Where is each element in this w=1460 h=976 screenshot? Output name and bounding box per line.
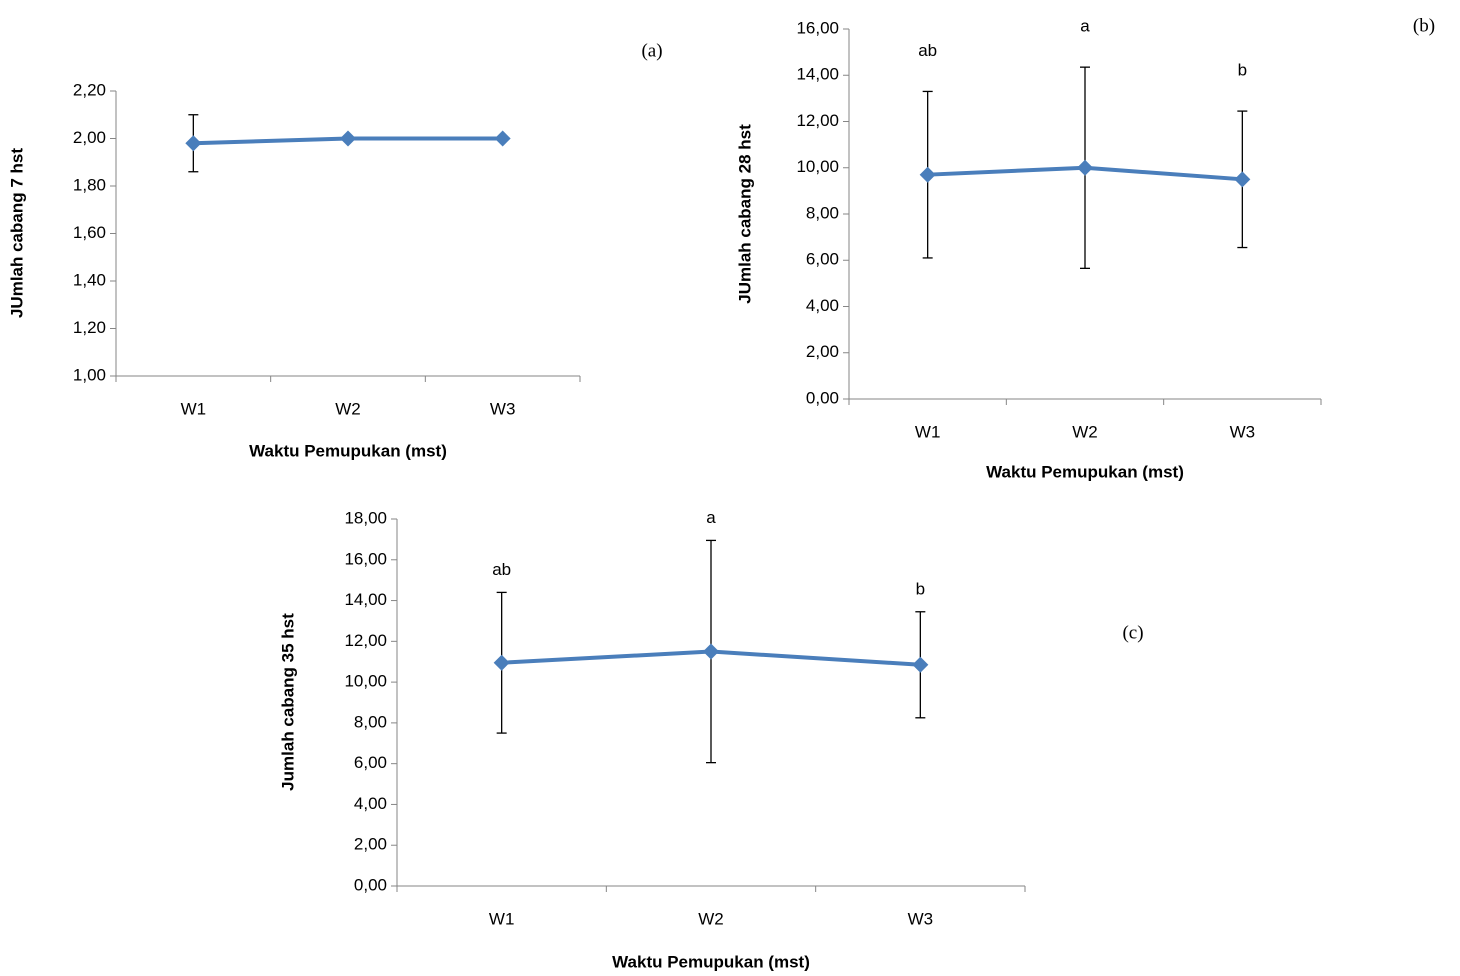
- y-tick-label: 14,00: [344, 590, 387, 609]
- y-tick-label: 2,20: [73, 80, 106, 99]
- marker: [494, 655, 510, 671]
- y-tick-label: 4,00: [806, 296, 839, 315]
- panel-label: (a): [641, 40, 662, 61]
- y-axis-title: Jumlah cabang 35 hst: [278, 613, 297, 791]
- y-tick-label: 6,00: [354, 753, 387, 772]
- x-tick-label: W1: [181, 399, 207, 418]
- y-tick-label: 1,80: [73, 175, 106, 194]
- x-tick-label: W1: [915, 422, 941, 441]
- y-tick-label: 12,00: [344, 631, 387, 650]
- y-tick-label: 6,00: [806, 250, 839, 269]
- y-tick-label: 0,00: [354, 875, 387, 894]
- panel-label: (b): [1413, 15, 1435, 36]
- annotation: ab: [492, 560, 511, 579]
- marker: [185, 135, 201, 151]
- line-chart: 0,00 2,00 4,00 6,00 8,00 10,00 12,00 14,00 16,00…: [735, 15, 1435, 481]
- y-tick-label: 14,00: [796, 65, 839, 84]
- x-tick-label: W2: [698, 909, 724, 928]
- y-tick-label: 12,00: [796, 111, 839, 130]
- marker: [1234, 171, 1250, 187]
- annotation: b: [1238, 61, 1247, 80]
- marker: [912, 657, 928, 673]
- y-axis-title: JUmlah cabang 28 hst: [735, 124, 754, 304]
- x-tick-label: W2: [1072, 422, 1098, 441]
- y-tick-label: 8,00: [354, 712, 387, 731]
- y-tick-label: 0,00: [806, 388, 839, 407]
- y-tick-label: 1,60: [73, 223, 106, 242]
- y-tick-label: 8,00: [806, 203, 839, 222]
- annotation: a: [1080, 17, 1090, 36]
- y-axis-title: JUmlah cabang 7 hst: [7, 148, 26, 318]
- line-chart: 1,00 1,20 1,40 1,60 1,80 2,00 2,20 W1 W2 W3 (a) JUm…: [7, 40, 662, 460]
- annotation: ab: [918, 41, 937, 60]
- x-tick-label: W3: [1230, 422, 1256, 441]
- y-tick-label: 16,00: [344, 549, 387, 568]
- y-tick-label: 2,00: [354, 835, 387, 854]
- y-tick-label: 10,00: [344, 672, 387, 691]
- line-chart: 0,00 2,00 4,00 6,00 8,00 10,00 12,00 14,00 16,00…: [278, 508, 1143, 972]
- y-tick-label: 1,00: [73, 365, 106, 384]
- y-tick-label: 4,00: [354, 794, 387, 813]
- y-tick-label: 10,00: [796, 157, 839, 176]
- y-tick-label: 1,20: [73, 318, 106, 337]
- x-axis-title: Waktu Pemupukan (mst): [986, 462, 1184, 481]
- marker: [340, 131, 356, 147]
- annotation: b: [916, 579, 925, 598]
- marker: [920, 167, 936, 183]
- marker: [703, 644, 719, 660]
- x-tick-label: W3: [908, 909, 934, 928]
- figure: 1,00 1,20 1,40 1,60 1,80 2,00 2,20 W1 W2 W3 (a) JUm…: [0, 0, 1460, 976]
- x-axis-title: Waktu Pemupukan (mst): [612, 952, 810, 971]
- y-tick-label: 1,40: [73, 270, 106, 289]
- y-tick-label: 18,00: [344, 508, 387, 527]
- marker: [1077, 160, 1093, 176]
- x-tick-label: W2: [335, 399, 361, 418]
- y-tick-label: 16,00: [796, 18, 839, 37]
- annotation: a: [706, 508, 716, 527]
- x-tick-label: W3: [490, 399, 516, 418]
- y-tick-label: 2,00: [73, 128, 106, 147]
- x-tick-label: W1: [489, 909, 515, 928]
- marker: [495, 131, 511, 147]
- panel-label: (c): [1122, 622, 1143, 643]
- x-axis-title: Waktu Pemupukan (mst): [249, 441, 447, 460]
- y-tick-label: 2,00: [806, 342, 839, 361]
